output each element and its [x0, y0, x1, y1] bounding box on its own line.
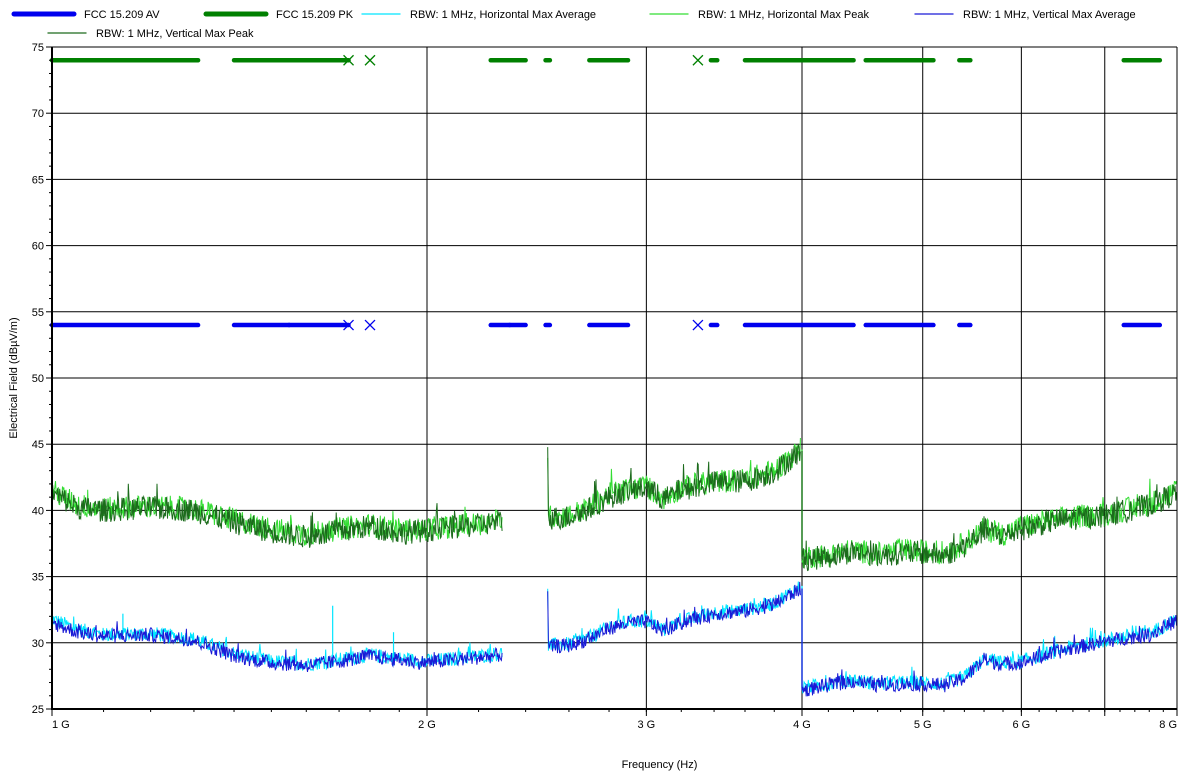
legend-item: RBW: 1 MHz, Vertical Max Peak [47, 28, 254, 40]
trace-segment [547, 581, 801, 654]
limit-lines [49, 54, 1163, 331]
marker-stroke [343, 54, 354, 66]
legend-label: FCC 15.209 PK [276, 9, 354, 21]
x-tick-label: 4 G [793, 719, 811, 731]
limit-x-marker [692, 319, 704, 331]
marker-stroke [692, 319, 704, 331]
y-tick-label: 75 [32, 42, 44, 54]
y-tick-label: 65 [32, 174, 44, 186]
x-axis-title: Frequency (Hz) [622, 759, 698, 771]
limit-x-marker [364, 54, 376, 66]
trace-segment [801, 484, 1177, 572]
trace-segment [51, 483, 503, 548]
y-tick-label: 25 [32, 704, 44, 716]
y-tick-label: 35 [32, 572, 44, 584]
legend-label: FCC 15.209 AV [84, 9, 160, 21]
x-tick-label: 3 G [637, 719, 655, 731]
y-tick-label: 50 [32, 373, 44, 385]
marker-stroke [692, 54, 704, 66]
legend-label: RBW: 1 MHz, Vertical Max Average [963, 9, 1136, 21]
legend-item: RBW: 1 MHz, Vertical Max Average [914, 9, 1136, 21]
limit-x-marker [692, 54, 704, 66]
trace-segment [801, 614, 1177, 697]
y-tick-label: 60 [32, 241, 44, 253]
trace-segment [51, 618, 503, 672]
limit-x-marker [364, 319, 376, 331]
limit-fcc-15-209-pk [49, 54, 1163, 66]
x-tick-label: 8 G [1159, 719, 1177, 731]
legend-label: RBW: 1 MHz, Horizontal Max Average [410, 9, 596, 21]
y-axis-title: Electrical Field (dBµV/m) [8, 317, 20, 438]
y-tick-label: 40 [32, 505, 44, 517]
legend-label: RBW: 1 MHz, Vertical Max Peak [96, 28, 254, 40]
marker-stroke [364, 54, 376, 66]
y-tick-label: 30 [32, 638, 44, 650]
limit-x-marker [343, 319, 354, 331]
trace-segment [547, 443, 801, 531]
legend-item: FCC 15.209 AV [11, 9, 160, 21]
legend: FCC 15.209 AV FCC 15.209 PK RBW: 1 MHz, Ho… [11, 9, 1136, 40]
trace-segment [547, 581, 801, 652]
legend-item: RBW: 1 MHz, Horizontal Max Average [361, 9, 596, 21]
trace-rbw-1-mhz-vertical-max-peak [51, 443, 1177, 572]
limit-x-marker [343, 54, 354, 66]
limit-fcc-15-209-av [49, 319, 1163, 331]
legend-item: FCC 15.209 PK [203, 9, 354, 21]
legend-item: RBW: 1 MHz, Horizontal Max Peak [649, 9, 869, 21]
marker-stroke [364, 319, 376, 331]
x-axis: 1 G 2 G 3 G 4 G 5 G 6 G 8 G [51, 709, 1178, 731]
x-tick-label: 5 G [914, 719, 932, 731]
x-tick-label: 2 G [418, 719, 436, 731]
trace-rbw-1-mhz-vertical-max-average [51, 581, 1177, 697]
y-tick-label: 55 [32, 307, 44, 319]
gridlines [51, 46, 1178, 710]
traces [51, 437, 1177, 697]
x-tick-label: 6 G [1012, 719, 1030, 731]
legend-label: RBW: 1 MHz, Horizontal Max Peak [698, 9, 869, 21]
trace-segment [51, 615, 503, 672]
marker-stroke [343, 319, 354, 331]
x-tick-label: 1 G [52, 719, 70, 731]
y-tick-label: 70 [32, 108, 44, 120]
y-tick-label: 45 [32, 439, 44, 451]
y-axis: 25 30 35 40 45 50 55 60 65 70 75 [32, 42, 52, 716]
